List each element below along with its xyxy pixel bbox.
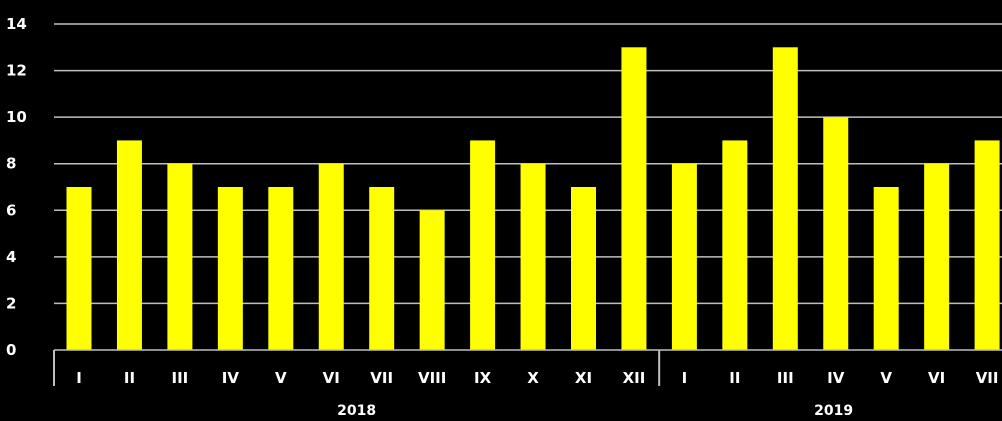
x-tick-label: I	[682, 369, 688, 387]
y-tick-label: 14	[6, 15, 27, 33]
x-tick-label: III	[172, 369, 189, 387]
bar	[470, 140, 496, 350]
bar	[419, 210, 445, 350]
y-tick-label: 10	[6, 108, 27, 126]
bar	[671, 163, 697, 350]
x-tick-label: IV	[222, 369, 240, 387]
x-tick-label: I	[76, 369, 82, 387]
x-tick-label: IV	[827, 369, 845, 387]
x-tick-label: II	[124, 369, 135, 387]
bar	[369, 187, 395, 350]
x-tick-label: VIII	[418, 369, 446, 387]
bar	[924, 163, 950, 350]
bar	[217, 187, 243, 350]
bar	[873, 187, 899, 350]
y-tick-label: 8	[6, 155, 16, 173]
x-tick-label: II	[729, 369, 740, 387]
year-label: 2019	[814, 403, 853, 419]
y-tick-label: 4	[6, 248, 16, 266]
x-tick-label: III	[777, 369, 794, 387]
x-axis-group-labels: 2018 2019	[337, 403, 853, 419]
x-axis-tick-labels: I II III IV V VI VII VIII IX X XI XII I II III IV V VI VII	[76, 369, 998, 387]
bar	[823, 117, 849, 351]
bar	[66, 187, 92, 350]
bar	[621, 47, 647, 351]
y-axis-tick-labels: 0 2 4 6 8 10 12 14	[6, 15, 27, 359]
bars	[66, 47, 1000, 351]
x-tick-label: XI	[575, 369, 592, 387]
x-tick-label: IX	[474, 369, 492, 387]
x-tick-label: XII	[623, 369, 646, 387]
x-tick-label: X	[527, 369, 539, 387]
bar	[974, 140, 1000, 350]
y-tick-label: 0	[6, 341, 16, 359]
y-tick-label: 2	[6, 294, 16, 312]
bar	[268, 187, 294, 350]
y-tick-label: 12	[6, 62, 27, 80]
x-tick-label: V	[880, 369, 892, 387]
bar	[167, 163, 193, 350]
year-label: 2018	[337, 403, 376, 419]
x-tick-label: VI	[323, 369, 340, 387]
x-tick-label: VII	[976, 369, 999, 387]
y-tick-label: 6	[6, 201, 16, 219]
bar	[520, 163, 546, 350]
bar	[116, 140, 142, 350]
bar	[571, 187, 596, 350]
bar	[722, 140, 748, 350]
bar	[772, 47, 798, 351]
x-tick-label: VII	[370, 369, 393, 387]
x-axis	[53, 349, 1002, 386]
x-tick-label: VI	[928, 369, 945, 387]
bar	[318, 163, 344, 350]
x-tick-label: V	[275, 369, 287, 387]
